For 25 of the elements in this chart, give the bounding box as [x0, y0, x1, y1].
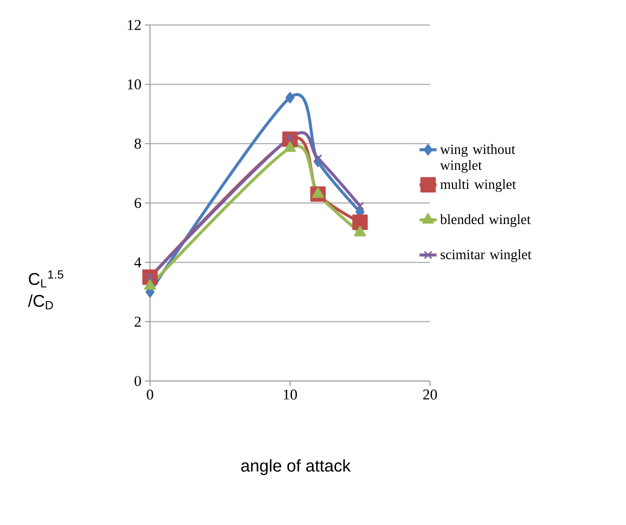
point [284, 141, 296, 152]
text: C$_{L}$1.5 /C$_{D}$ [28, 270, 64, 310]
point [144, 279, 156, 290]
y-tick-label: 2 [134, 316, 141, 327]
y-tick-label: 6 [134, 198, 142, 208]
y-tick-label: 4 [134, 257, 142, 268]
y-tick-label: 10 [128, 79, 141, 90]
x-tick-label: 0 [146, 389, 154, 400]
point [286, 92, 294, 104]
x-tick-label: 20 [423, 389, 437, 400]
y-tick-label: 0 [134, 376, 141, 386]
x-axis-title: angle of attack [241, 459, 351, 476]
point [356, 202, 364, 210]
point [354, 226, 366, 236]
point [312, 187, 324, 198]
legend-label: blended winglet [440, 214, 531, 228]
point [146, 272, 154, 282]
x-tick-label: 10 [284, 389, 297, 400]
y-tick-label: 8 [134, 138, 141, 149]
point [314, 154, 322, 163]
y-tick-label: 12 [128, 20, 141, 30]
point [286, 133, 294, 142]
point [352, 214, 368, 230]
legend-label: scimitar winglet [440, 249, 532, 262]
legend-label: multi winglet [440, 179, 516, 192]
